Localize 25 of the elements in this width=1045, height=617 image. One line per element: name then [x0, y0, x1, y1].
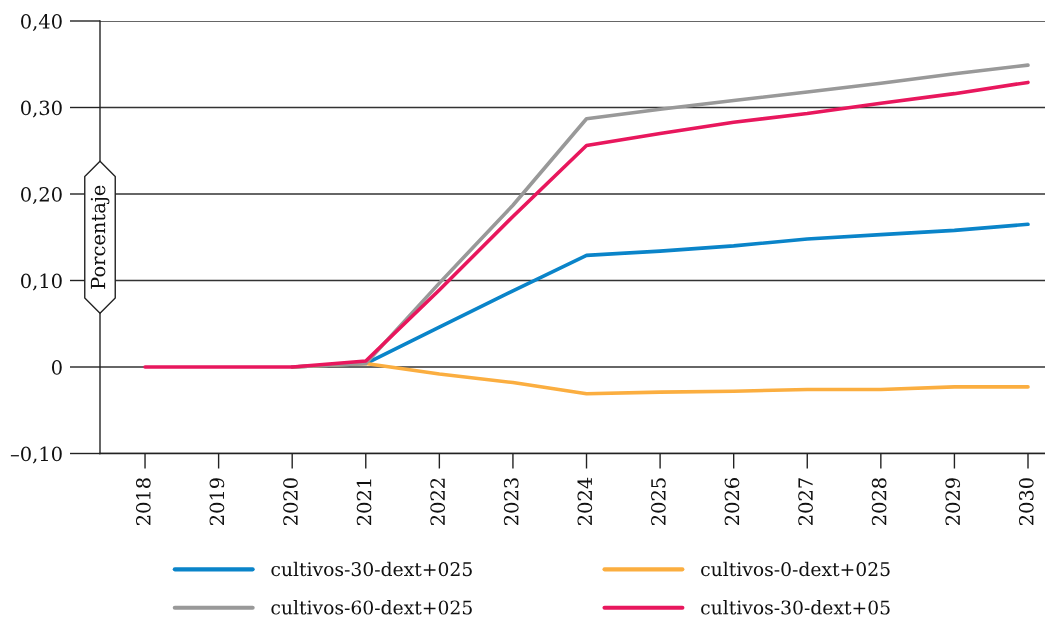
y-axis-title: Porcentaje — [90, 185, 110, 289]
x-tick-label: 2030 — [1018, 478, 1034, 525]
x-tick-label: 2029 — [945, 478, 961, 525]
x-tick-label: 2021 — [356, 479, 372, 525]
y-tick-label: 0 — [51, 359, 62, 375]
y-tick-label: 0,30 — [21, 100, 62, 118]
x-tick-label: 2027 — [798, 478, 813, 525]
legend-label: cultivos-0-dext+025 — [701, 561, 890, 577]
x-tick-label: 2026 — [724, 478, 740, 525]
y-tick-label: 0,10 — [21, 273, 62, 291]
line-series — [143, 80, 1030, 369]
legend-label: cultivos-30-dext+05 — [701, 600, 890, 615]
x-tick-label: 2022 — [430, 478, 445, 525]
x-tick-label: 2019 — [209, 478, 225, 525]
x-tick-label: 2020 — [283, 478, 298, 525]
x-tick-label: 2023 — [503, 478, 519, 525]
y-tick-label: –0,10 — [10, 446, 62, 464]
legend-label: cultivos-30-dext+025 — [271, 561, 472, 577]
y-tick-label: 0,40 — [21, 13, 62, 32]
x-tick-label: 2018 — [135, 478, 151, 525]
legend-label: cultivos-60-dext+025 — [271, 600, 472, 615]
x-tick-label: 2024 — [577, 477, 593, 525]
x-tick-label: 2025 — [651, 478, 666, 525]
x-tick-label: 2028 — [871, 478, 887, 525]
y-tick-label: 0,20 — [21, 186, 62, 205]
